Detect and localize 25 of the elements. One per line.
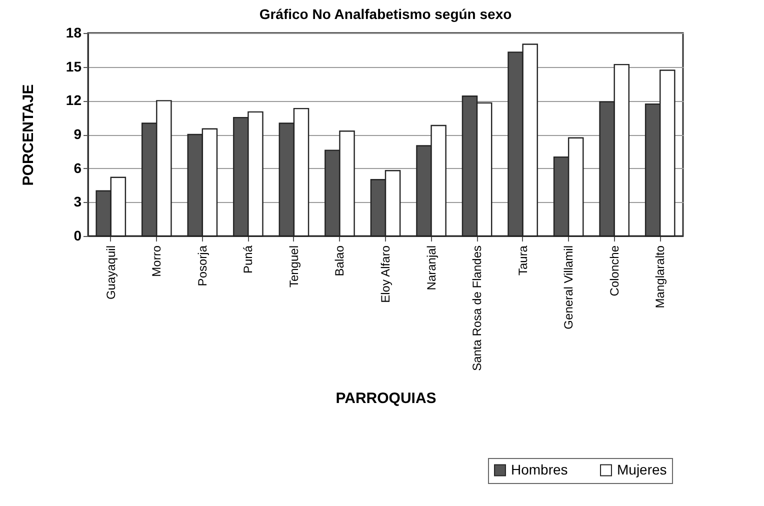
y-tick-label: 9: [74, 126, 82, 142]
x-tick-label: Tenguel: [286, 246, 301, 288]
y-tick-label: 3: [74, 194, 82, 210]
x-tick-label: Colonche: [607, 245, 622, 296]
y-tick-label: 15: [66, 58, 82, 74]
x-tick-label: Naranjal: [424, 246, 438, 290]
x-tick-label: Balao: [332, 245, 347, 276]
legend-label: Hombres: [511, 461, 568, 478]
x-tick-label: Posorja: [195, 245, 210, 286]
y-tick-label: 6: [74, 160, 82, 176]
y-tick-label: 0: [74, 228, 82, 244]
x-tick-label: Guayaquil: [104, 246, 118, 300]
chart-title: Gráfico No Analfabetismo según sexo: [259, 6, 512, 22]
x-tick-label: Taura: [516, 245, 530, 276]
x-tick-label: Eloy Alfaro: [378, 245, 392, 303]
y-tick-label: 12: [66, 92, 82, 108]
y-axis-title: PORCENTAJE: [20, 84, 37, 186]
y-tick-label: 18: [66, 24, 82, 40]
x-tick-label: Santa Rosa de Flandes: [470, 246, 484, 371]
legend-label: Mujeres: [617, 461, 667, 478]
x-tick-label: Morro: [150, 245, 164, 277]
x-axis-title: PARROQUIAS: [336, 390, 436, 407]
x-tick-label: General Villamil: [562, 246, 576, 330]
x-tick-label: Manglaralto: [653, 245, 668, 308]
x-tick-label: Puná: [241, 245, 256, 274]
